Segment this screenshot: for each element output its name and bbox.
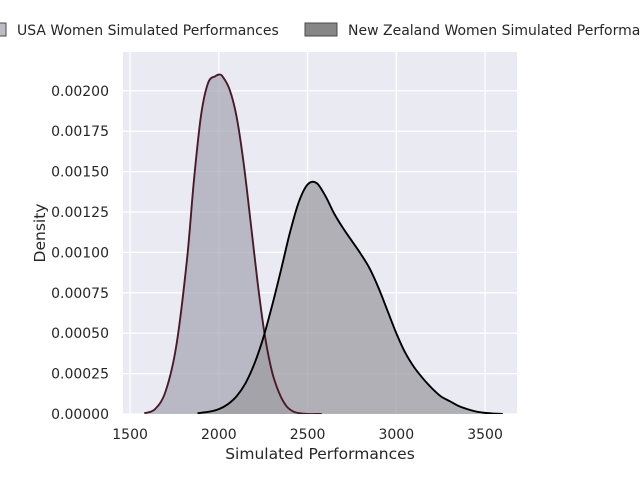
density-area-new-zealand [197,181,503,414]
x-tick-label: 1500 [112,427,148,443]
y-tick-label: 0.00125 [51,205,109,221]
density-line-new-zealand [197,180,503,414]
density-line-usa [143,73,322,414]
density-area-usa [144,74,322,414]
y-tick-label: 0.00000 [51,407,109,423]
x-tick-label: 2500 [290,427,326,443]
y-tick-label: 0.00050 [51,326,109,342]
legend-label-usa: USA Women Simulated Performances [17,23,279,39]
y-tick-label: 0.00075 [51,286,109,302]
legend-label-new-zealand: New Zealand Women Simulated Performances [348,23,640,39]
y-axis-ticks: 0.00000 0.00025 0.00050 0.00075 0.00100 0.001… [51,84,109,423]
y-tick-label: 0.00100 [51,245,109,261]
y-tick-label: 0.00150 [51,165,109,181]
legend-swatch-new-zealand [304,22,338,37]
x-axis-label: Simulated Performances [225,445,415,463]
x-tick-label: 2000 [201,427,237,443]
legend-swatch-usa [0,22,7,37]
density-series [143,73,503,414]
x-axis-ticks: 1500 2000 2500 3000 3500 [112,427,503,443]
y-tick-label: 0.00200 [51,84,109,100]
y-tick-label: 0.00025 [51,367,109,383]
y-axis-label: Density [31,204,49,263]
x-tick-label: 3500 [467,427,503,443]
y-tick-label: 0.00175 [51,124,109,140]
legend: USA Women Simulated Performances New Zea… [0,22,640,39]
x-tick-label: 3000 [378,427,414,443]
